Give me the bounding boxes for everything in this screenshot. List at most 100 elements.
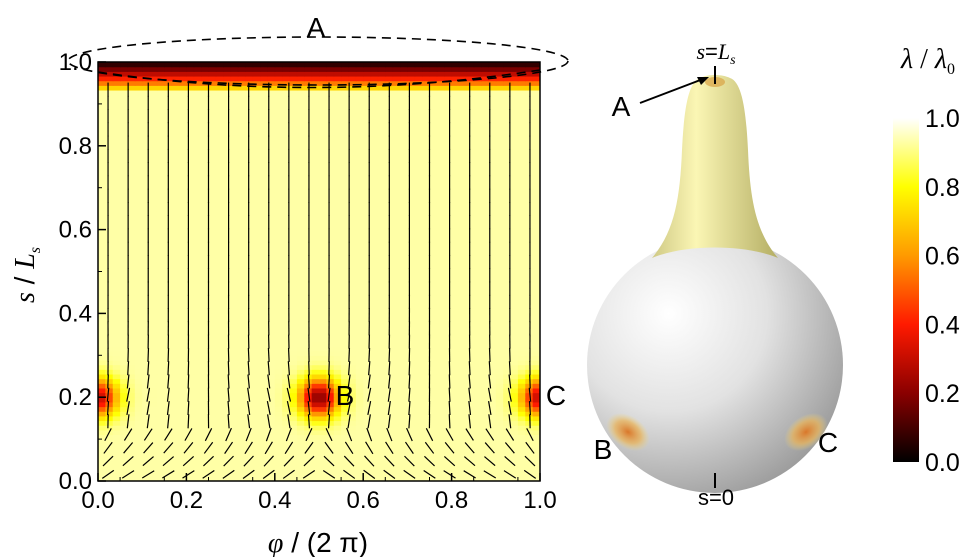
heatmap-cell — [208, 387, 217, 394]
heatmap-cell — [451, 359, 460, 366]
heatmap-cell — [473, 257, 482, 263]
heatmap-cell — [105, 308, 114, 314]
heatmap-cell — [407, 141, 416, 147]
heatmap-cell — [407, 262, 416, 268]
heatmap-cell — [451, 387, 460, 394]
heatmap-cell — [296, 131, 305, 138]
heatmap-cell — [311, 192, 320, 198]
heatmap-cell — [473, 369, 482, 375]
heatmap-cell — [517, 420, 526, 426]
heatmap-cell — [230, 336, 239, 342]
heatmap-cell — [179, 206, 187, 212]
heatmap-cell — [267, 397, 276, 403]
heatmap-cell — [392, 308, 401, 314]
heatmap-cell — [149, 308, 158, 314]
heatmap-cell — [142, 141, 151, 147]
heatmap-cell — [171, 266, 180, 273]
heatmap-cell — [193, 341, 202, 347]
heatmap-cell — [451, 345, 460, 352]
heatmap-cell — [473, 443, 482, 450]
heatmap-cell — [289, 364, 298, 370]
heatmap-cell — [208, 276, 217, 282]
heatmap-cell — [127, 206, 136, 212]
heatmap-cell — [215, 448, 224, 454]
heatmap-cell — [392, 280, 401, 287]
heatmap-cell — [112, 387, 121, 394]
heatmap-cell — [267, 462, 276, 468]
heatmap-cell — [282, 122, 291, 128]
heatmap-cell — [156, 183, 165, 189]
heatmap-cell — [230, 355, 239, 361]
heatmap-cell — [311, 178, 320, 184]
heatmap-cell — [252, 318, 261, 324]
heatmap-cell — [495, 383, 504, 389]
heatmap-cell — [488, 173, 497, 179]
heatmap-cell — [215, 415, 224, 422]
heatmap-cell — [127, 271, 136, 277]
heatmap-cell — [164, 448, 173, 454]
heatmap-cell — [252, 206, 261, 212]
heatmap-cell — [296, 210, 305, 217]
heatmap-cell — [186, 383, 195, 389]
heatmap-cell — [252, 443, 261, 450]
heatmap-cell — [355, 415, 364, 422]
heatmap-cell — [274, 280, 283, 287]
heatmap-cell — [201, 127, 210, 133]
heatmap-cell — [186, 187, 195, 193]
heatmap-cell — [223, 164, 232, 170]
heatmap-cell — [429, 271, 438, 277]
heatmap-cell — [503, 192, 512, 198]
heatmap-cell — [120, 280, 129, 287]
heatmap-cell — [473, 462, 482, 468]
heatmap-cell — [156, 476, 165, 481]
heatmap-cell — [127, 173, 136, 179]
heatmap-cell — [495, 476, 504, 481]
heatmap-cell — [414, 113, 423, 119]
heatmap-cell — [208, 224, 217, 231]
heatmap-cell — [112, 252, 121, 259]
heatmap-cell — [466, 103, 475, 110]
heatmap-cell — [422, 108, 431, 114]
heatmap-cell — [112, 322, 121, 328]
heatmap-cell — [142, 159, 151, 166]
heatmap-cell — [333, 238, 342, 245]
heatmap-cell — [385, 443, 394, 450]
heatmap-cell — [414, 304, 423, 310]
heatmap-cell — [392, 113, 401, 119]
heatmap-cell — [377, 369, 386, 375]
heatmap-cell — [304, 159, 313, 166]
heatmap-cell — [422, 122, 431, 128]
heatmap-cell — [112, 164, 121, 170]
heatmap-cell — [495, 341, 504, 347]
heatmap-cell — [481, 210, 490, 217]
heatmap-cell — [341, 383, 350, 389]
heatmap-cell — [510, 248, 519, 254]
heatmap-cell — [488, 159, 497, 166]
heatmap-cell — [355, 276, 364, 282]
heatmap-cell — [481, 280, 490, 287]
heatmap-cell — [237, 229, 246, 235]
heatmap-cell — [311, 122, 320, 128]
heatmap-cell — [319, 173, 327, 179]
heatmap-cell — [296, 345, 305, 352]
heatmap-cell — [208, 476, 217, 481]
heatmap-cell — [179, 183, 187, 189]
heatmap-cell — [473, 229, 482, 235]
heatmap-cell — [392, 210, 401, 217]
heatmap-cell — [186, 89, 195, 96]
heatmap-cell — [134, 215, 143, 221]
heatmap-cell — [348, 141, 357, 147]
heatmap-cell — [429, 434, 438, 440]
heatmap-cell — [252, 420, 261, 426]
heatmap-cell — [363, 345, 372, 352]
heatmap-cell — [156, 192, 165, 198]
heatmap-cell — [289, 271, 298, 277]
heatmap-cell — [105, 373, 114, 380]
heatmap-cell — [215, 262, 224, 268]
heatmap-cell — [296, 332, 305, 338]
heatmap-cell — [517, 429, 526, 436]
heatmap-cell — [503, 304, 512, 310]
heatmap-cell — [488, 332, 497, 338]
heatmap-cell — [326, 299, 335, 305]
heatmap-cell — [149, 415, 158, 422]
